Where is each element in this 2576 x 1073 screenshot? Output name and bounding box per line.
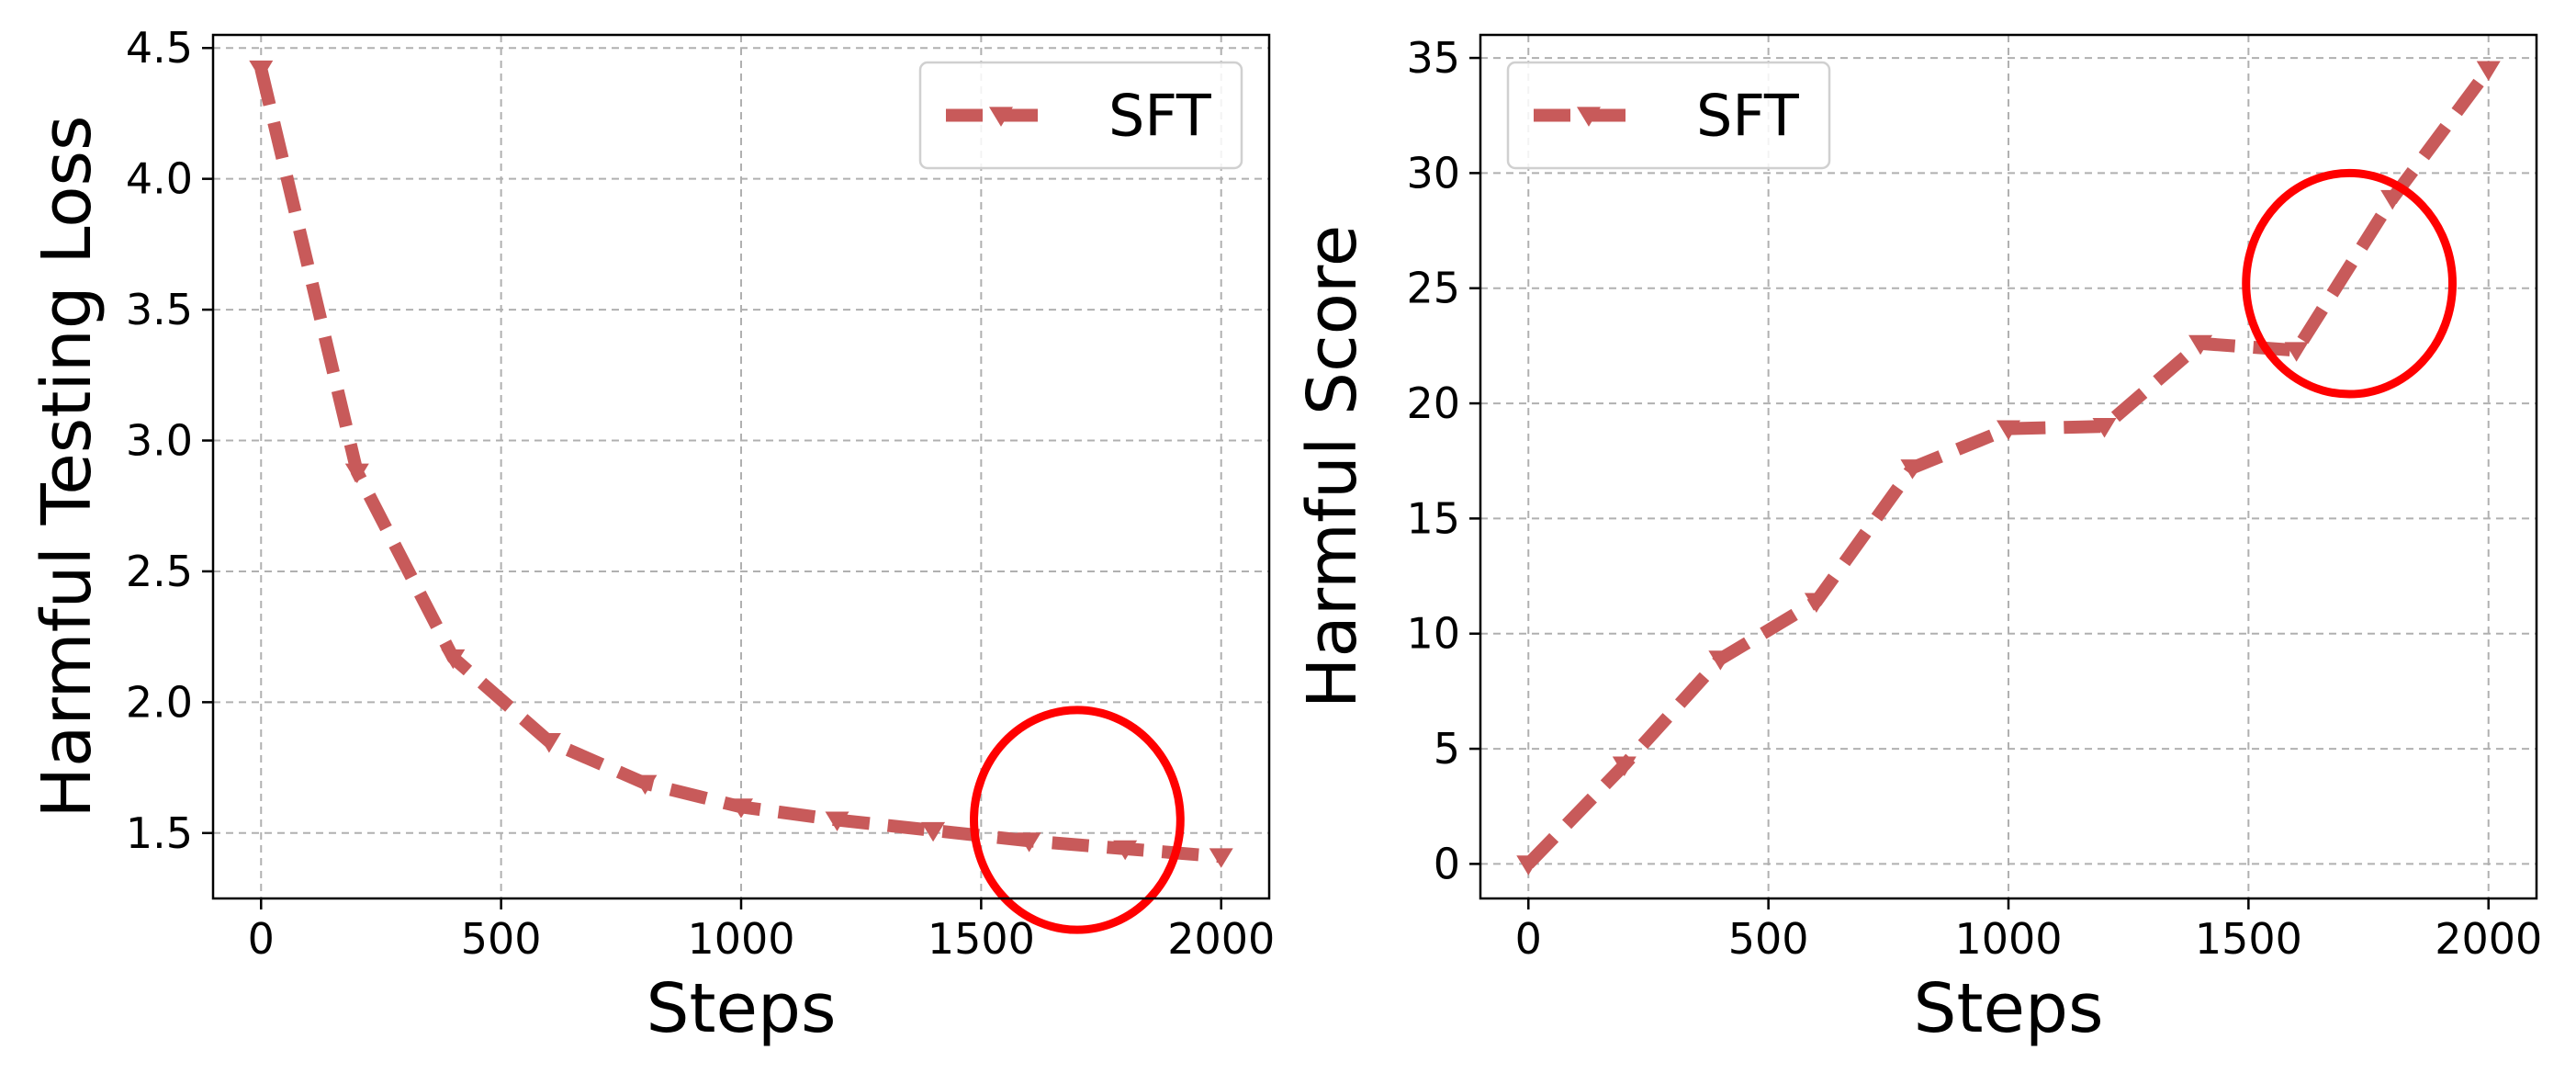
- right-legend-marker-icon: [1577, 107, 1601, 127]
- right-y-tick-label: 10: [1406, 609, 1460, 659]
- right-series-line: [1524, 65, 2494, 869]
- left-data-point: [729, 798, 753, 819]
- right-data-point: [2284, 342, 2309, 362]
- right-x-tick-label: 1500: [2195, 914, 2302, 964]
- right-x-tick-label: 0: [1515, 914, 1542, 964]
- left-data-point: [633, 774, 658, 796]
- right-annotations: [2242, 168, 2458, 399]
- left-series: [249, 60, 1233, 868]
- left-y-tick-label: 3.0: [126, 416, 193, 466]
- right-series: [1516, 61, 2501, 875]
- right-data-point: [1804, 593, 1828, 613]
- left-y-axis-label: Harmful Testing Loss: [28, 115, 107, 818]
- right-legend-box: [1506, 61, 1831, 170]
- left-legend-label: SFT: [1108, 83, 1212, 150]
- left-data-point: [249, 60, 274, 81]
- left-y-tick-label: 2.5: [126, 547, 193, 596]
- right-panel: 0 500 1000 1500 2000 0 5 10 15 20 25 30 35 Steps Har…: [1293, 33, 2542, 1048]
- left-data-point: [441, 649, 466, 670]
- right-data-point: [2476, 61, 2501, 81]
- right-x-tick-label: 2000: [2435, 914, 2542, 964]
- right-data-point: [1516, 855, 1541, 875]
- right-highlight-circle: [2242, 168, 2458, 399]
- left-x-tick-label: 1000: [687, 914, 794, 964]
- left-x-tick-label: 1500: [928, 914, 1035, 964]
- right-x-axis-label: Steps: [1913, 969, 2103, 1048]
- right-y-tick-label: 20: [1406, 378, 1460, 428]
- left-data-point: [1113, 840, 1138, 861]
- left-y-tick-label: 4.0: [126, 154, 193, 204]
- left-grid: [213, 35, 1269, 898]
- left-panel: 0 500 1000 1500 2000 1.5 2.0 2.5 3.0 3.5 4.0 4.5 St…: [28, 23, 1275, 1048]
- right-y-tick-label: 25: [1406, 264, 1460, 313]
- right-y-axis-label: Harmful Score: [1293, 225, 1372, 709]
- left-data-point: [825, 811, 849, 831]
- left-annotations: [970, 706, 1185, 934]
- right-legend-label: SFT: [1696, 83, 1800, 150]
- right-y-tick-label: 15: [1406, 493, 1460, 543]
- left-legend-marker-icon: [989, 107, 1013, 127]
- left-ticks: 0 500 1000 1500 2000 1.5 2.0 2.5 3.0 3.5 4.0 4.5: [126, 23, 1275, 964]
- left-data-point: [536, 732, 561, 753]
- right-data-point: [1900, 459, 1925, 480]
- right-data-point: [2092, 418, 2117, 438]
- left-x-tick-label: 500: [461, 914, 542, 964]
- left-x-axis-label: Steps: [646, 969, 836, 1048]
- right-y-tick-label: 30: [1406, 148, 1460, 198]
- left-highlight-circle: [970, 706, 1185, 934]
- left-y-tick-label: 4.5: [126, 23, 193, 73]
- left-data-point: [1017, 832, 1041, 853]
- right-data-point: [1997, 420, 2020, 440]
- right-legend: SFT: [1506, 61, 1831, 170]
- left-x-tick-label: 0: [248, 914, 275, 964]
- right-y-tick-label: 5: [1434, 724, 1460, 774]
- right-grid: [1480, 35, 2537, 898]
- left-plot-frame: [211, 33, 1271, 900]
- left-legend-box: [918, 61, 1243, 170]
- right-y-tick-label: 35: [1406, 33, 1460, 83]
- left-legend: SFT: [918, 61, 1243, 170]
- left-y-tick-label: 2.0: [126, 677, 193, 727]
- right-plot-frame: [1479, 33, 2538, 900]
- left-data-point: [921, 821, 946, 842]
- left-data-point: [1209, 848, 1233, 868]
- right-x-tick-label: 1000: [1954, 914, 2062, 964]
- right-x-tick-label: 500: [1728, 914, 1809, 964]
- right-data-point: [2188, 334, 2213, 356]
- left-x-tick-label: 2000: [1167, 914, 1275, 964]
- right-y-tick-label: 0: [1434, 839, 1460, 888]
- left-y-tick-label: 1.5: [126, 808, 193, 858]
- right-data-point: [1708, 650, 1733, 671]
- right-data-point: [2380, 189, 2405, 210]
- left-data-point: [344, 463, 369, 484]
- right-ticks: 0 500 1000 1500 2000 0 5 10 15 20 25 30 35: [1406, 33, 2542, 964]
- right-data-point: [1612, 756, 1637, 776]
- left-y-tick-label: 3.5: [126, 285, 193, 334]
